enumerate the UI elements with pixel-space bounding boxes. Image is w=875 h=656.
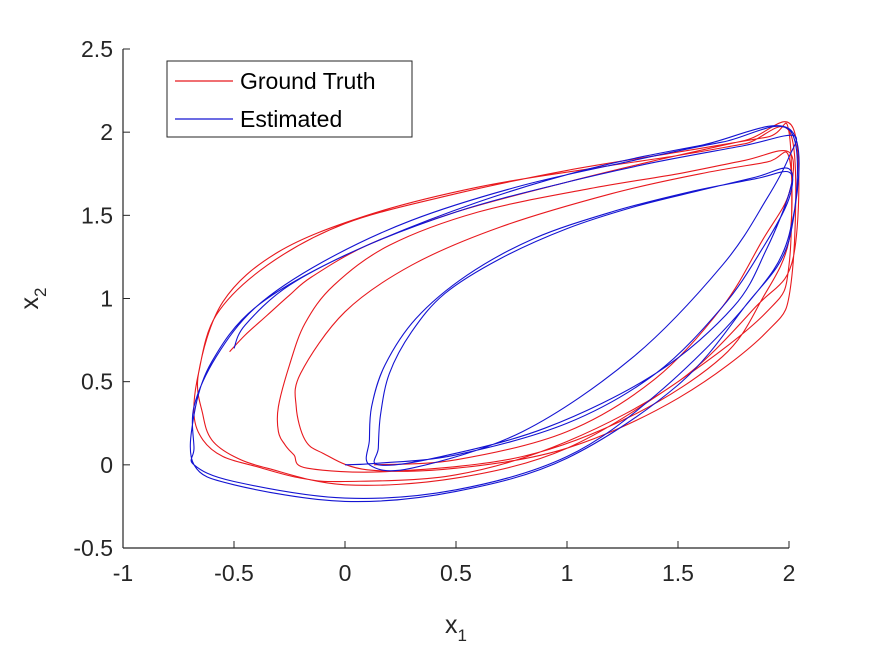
- y-tick-label: 1: [100, 286, 113, 312]
- y-axis-label: x2: [16, 288, 50, 310]
- y-axis-label-main: x: [16, 296, 44, 309]
- x-axis-label-main: x: [445, 611, 458, 639]
- legend-label-ground-truth: Ground Truth: [240, 68, 376, 94]
- axes: [122, 48, 790, 549]
- y-axis-label-sub: 2: [31, 288, 50, 297]
- x-tick-label: 0: [339, 560, 352, 586]
- x-axis-label: x1: [445, 611, 467, 645]
- y-tick-label: 0.5: [81, 369, 113, 395]
- x-tick-label: 2: [783, 560, 796, 586]
- series-estimated-line: [189, 125, 800, 503]
- legend-box: [166, 60, 413, 138]
- y-tick-label: -0.5: [73, 535, 113, 561]
- legend: Ground Truth Estimated: [166, 60, 413, 138]
- x-tick-label: 1.5: [662, 560, 694, 586]
- x-tick-label: 0.5: [440, 560, 472, 586]
- x-axis-label-sub: 1: [458, 626, 467, 645]
- x-tick-label: -0.5: [214, 560, 254, 586]
- x-tick-label: -1: [113, 560, 133, 586]
- y-tick-label: 1.5: [81, 202, 113, 228]
- y-tick-label: 2: [100, 119, 113, 145]
- trajectories: [189, 121, 800, 503]
- x-tick-label: 1: [561, 560, 574, 586]
- legend-label-estimated: Estimated: [240, 106, 342, 132]
- y-tick-label: 2.5: [81, 36, 113, 62]
- y-tick-label: 0: [100, 452, 113, 478]
- tick-labels: -1 -0.5 0 0.5 1 1.5 2-0.500.511.522.5: [73, 36, 795, 586]
